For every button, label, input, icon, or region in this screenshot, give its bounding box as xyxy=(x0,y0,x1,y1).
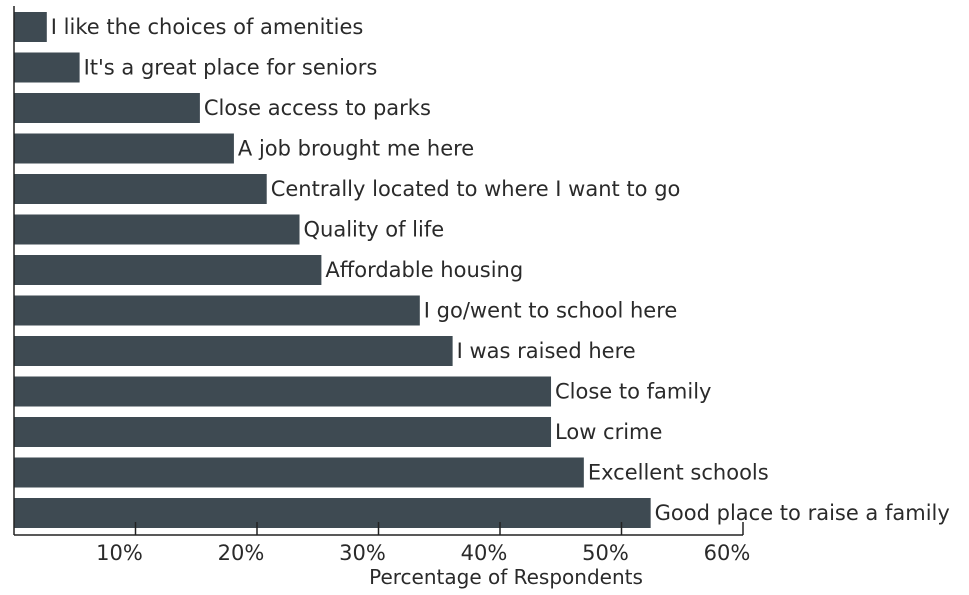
category-labels-group: I like the choices of amenities It's a gr… xyxy=(51,15,950,525)
bar-2 xyxy=(14,52,80,83)
x-axis-title: Percentage of Respondents xyxy=(369,565,643,589)
x-tick-label-5: 50% xyxy=(582,541,629,565)
bar-12 xyxy=(14,457,584,488)
bar-4 xyxy=(14,133,234,164)
category-label-1: I like the choices of amenities xyxy=(51,15,364,39)
category-label-8: I go/went to school here xyxy=(424,299,678,323)
bars-group xyxy=(14,12,651,528)
category-label-7: Affordable housing xyxy=(325,258,523,282)
bar-1 xyxy=(14,12,47,42)
bar-5 xyxy=(14,174,267,204)
category-label-10: Close to family xyxy=(555,380,711,404)
x-tick-label-1: 10% xyxy=(96,541,143,565)
category-label-2: It's a great place for seniors xyxy=(84,56,378,80)
x-tick-label-6: 60% xyxy=(704,541,751,565)
x-tick-label-3: 30% xyxy=(339,541,386,565)
bar-10 xyxy=(14,376,552,407)
axis-group: 10% 20% 30% 40% 50% 60% xyxy=(13,6,751,565)
category-label-5: Centrally located to where I want to go xyxy=(271,177,681,201)
bar-13 xyxy=(14,498,651,528)
bar-9 xyxy=(14,336,453,366)
x-tick-label-2: 20% xyxy=(218,541,265,565)
category-label-9: I was raised here xyxy=(457,339,636,363)
category-label-4: A job brought me here xyxy=(238,137,474,161)
x-tick-label-4: 40% xyxy=(461,541,508,565)
bar-8 xyxy=(14,295,420,326)
category-label-3: Close access to parks xyxy=(204,96,431,120)
category-label-11: Low crime xyxy=(555,420,662,444)
bar-7 xyxy=(14,255,322,285)
bar-6 xyxy=(14,214,300,245)
bar-3 xyxy=(14,93,200,123)
bar-11 xyxy=(14,417,552,447)
category-label-12: Excellent schools xyxy=(588,461,769,485)
category-label-6: Quality of life xyxy=(304,218,445,242)
category-label-13: Good place to raise a family xyxy=(655,501,950,525)
